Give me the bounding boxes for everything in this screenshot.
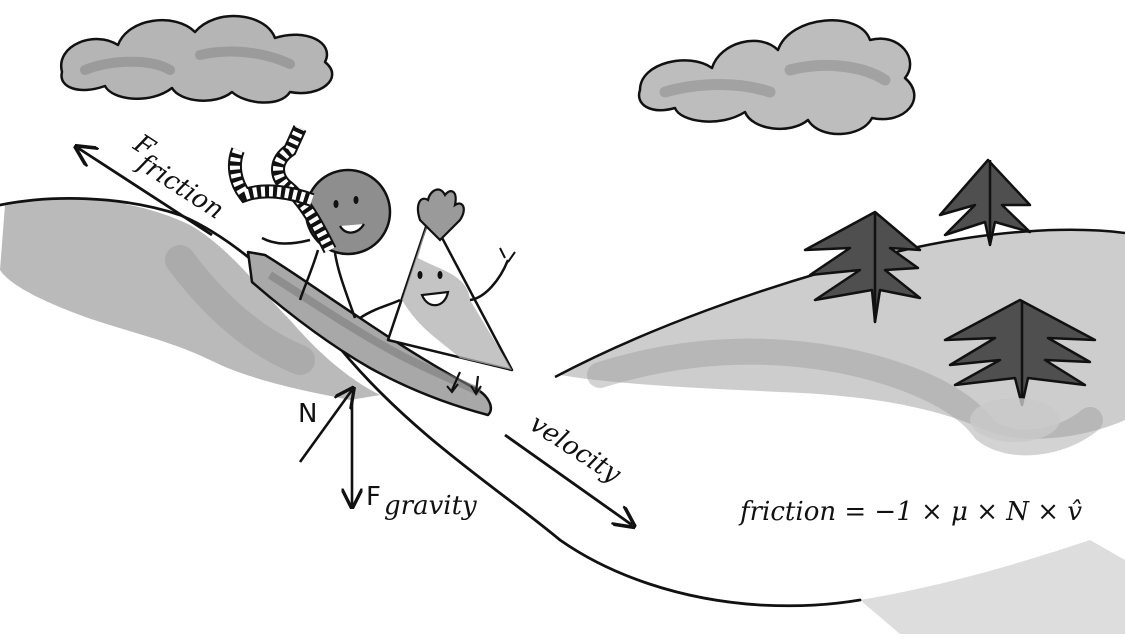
background-hill — [554, 228, 1125, 456]
friction-equation: friction = −1 × μ × N × v̂ — [738, 497, 1082, 527]
friction-force-arrow — [78, 148, 213, 237]
cloud-icon — [637, 19, 916, 136]
gravity-force-sub-text: gravity — [384, 491, 477, 521]
tree-icon — [803, 210, 922, 324]
tree-icon — [938, 158, 1032, 247]
triangle-character-icon — [359, 188, 516, 396]
normal-force-arrow — [298, 390, 352, 463]
cloud-icon — [60, 14, 334, 104]
scarf-icon — [227, 125, 337, 254]
tree-icon — [943, 298, 1097, 442]
gravity-force-label: F gravity — [366, 482, 477, 521]
gravity-force-main-text: F — [366, 482, 381, 512]
velocity-arrow — [504, 433, 632, 525]
normal-force-label: N — [298, 399, 317, 429]
velocity-label: velocity — [524, 409, 626, 490]
foreground-slope — [0, 197, 1125, 634]
